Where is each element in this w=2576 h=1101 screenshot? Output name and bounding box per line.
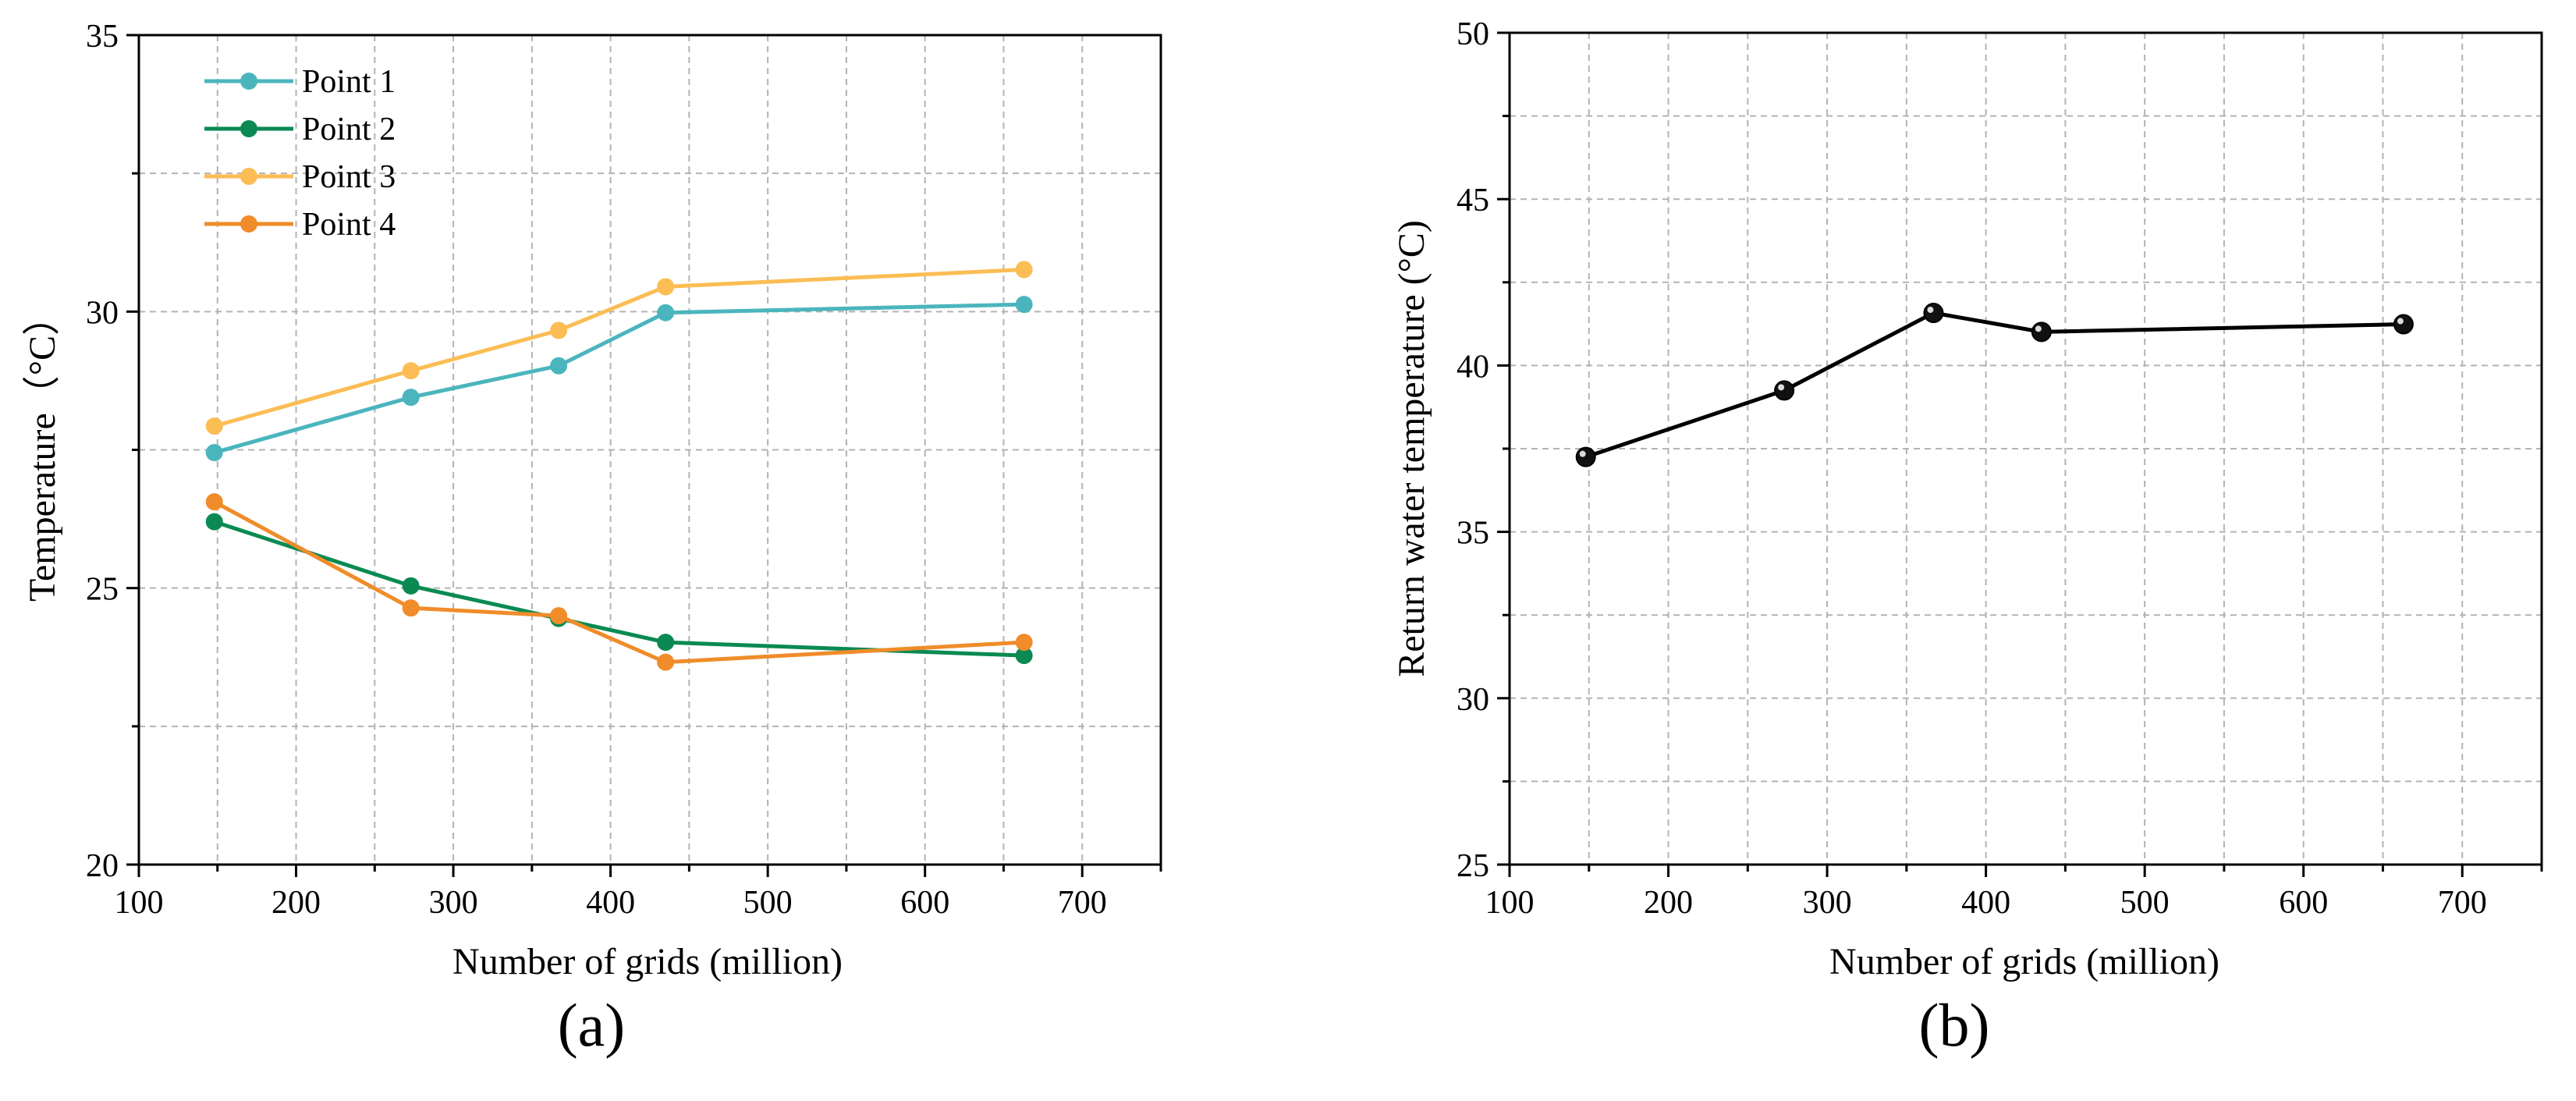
panel-label: (a): [558, 991, 626, 1059]
y-tick-label: 30: [1457, 682, 1489, 718]
y-tick-label: 20: [86, 848, 119, 884]
data-point: [657, 653, 675, 671]
y-tick-label: 50: [1457, 16, 1489, 52]
data-point: [657, 278, 675, 296]
data-point: [402, 389, 420, 407]
x-tick-label: 100: [1485, 885, 1535, 921]
legend-marker: [240, 215, 257, 233]
data-point: [1774, 380, 1795, 401]
y-tick-label: 35: [86, 19, 119, 55]
x-tick-label: 300: [1803, 885, 1852, 921]
data-point-highlight: [1927, 307, 1934, 314]
data-point: [2393, 314, 2414, 335]
x-tick-label: 500: [743, 885, 793, 921]
y-axis-title: Temperature（°C）: [22, 298, 63, 602]
legend-label: Point 1: [302, 64, 396, 100]
y-tick-label: 30: [86, 295, 119, 331]
panel-label: (b): [1919, 991, 1990, 1059]
data-point: [402, 599, 420, 617]
x-tick-label: 600: [900, 885, 949, 921]
data-point: [1015, 296, 1033, 314]
data-point-highlight: [1579, 450, 1586, 457]
data-point-highlight: [2035, 325, 2042, 332]
data-point: [657, 304, 675, 321]
series-line-1: [1584, 311, 2404, 460]
chart-a: 100 200 300 400 500 600 700 20 25 30 35 Number of g…: [22, 19, 1162, 1059]
y-tick-label: 40: [1457, 349, 1489, 385]
legend-label: Point 2: [302, 112, 396, 147]
data-point: [1015, 261, 1033, 279]
data-point: [205, 493, 223, 511]
legend-label: Point 4: [302, 207, 396, 243]
legend-label: Point 3: [302, 159, 396, 195]
x-tick-label: 400: [1961, 885, 2010, 921]
x-axis-title: Number of grids (million): [1829, 941, 2219, 982]
data-point: [205, 417, 223, 435]
data-point: [402, 577, 420, 595]
data-point: [1923, 303, 1944, 324]
legend-marker: [240, 73, 257, 90]
chart-b: 100 200 300 400 500 600 700 25 30 35 40 45 50 Number …: [1391, 16, 2543, 1059]
x-tick-label: 700: [2438, 885, 2487, 921]
x-tick-label: 500: [2120, 885, 2170, 921]
y-tick-label: 25: [1457, 848, 1489, 884]
x-tick-label: 300: [429, 885, 478, 921]
data-point: [550, 321, 568, 339]
data-point-highlight: [2397, 318, 2404, 325]
data-point: [2031, 321, 2052, 343]
series-line-1: [214, 302, 1024, 455]
legend-marker: [240, 120, 257, 137]
data-point: [1015, 647, 1033, 665]
x-tick-label: 200: [271, 885, 321, 921]
y-tick-label: 25: [86, 572, 119, 608]
series-line-3: [214, 267, 1024, 428]
data-point: [205, 513, 223, 531]
x-tick-label: 100: [115, 885, 164, 921]
data-point: [550, 357, 568, 375]
data-point-highlight: [1778, 384, 1785, 391]
x-tick-label: 600: [2279, 885, 2328, 921]
data-point: [1575, 446, 1596, 467]
data-point: [1015, 634, 1033, 652]
data-point: [205, 444, 223, 462]
legend-marker: [240, 168, 257, 185]
data-point: [550, 607, 568, 625]
x-tick-label: 200: [1644, 885, 1693, 921]
y-tick-label: 35: [1457, 516, 1489, 552]
series-line-4: [213, 499, 1024, 665]
y-axis-title: Return water temperature (°C): [1391, 220, 1432, 677]
x-axis-title: Number of grids (million): [452, 941, 843, 982]
data-point: [657, 634, 675, 652]
x-tick-label: 700: [1058, 885, 1107, 921]
y-tick-label: 45: [1457, 183, 1489, 218]
data-point: [402, 362, 420, 380]
x-tick-label: 400: [586, 885, 635, 921]
